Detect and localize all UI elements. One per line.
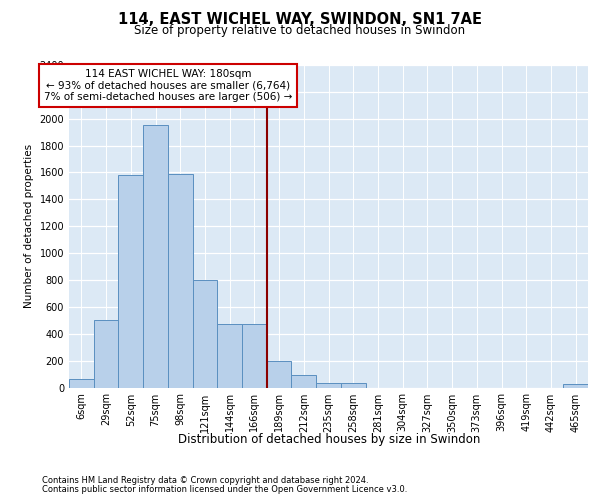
Bar [94, 320, 118, 388]
Bar [316, 383, 341, 388]
Bar [341, 384, 365, 388]
Bar [118, 175, 143, 388]
Bar [143, 126, 168, 388]
Bar [242, 324, 267, 388]
Bar [267, 362, 292, 388]
Bar [292, 376, 316, 388]
Text: 114, EAST WICHEL WAY, SWINDON, SN1 7AE: 114, EAST WICHEL WAY, SWINDON, SN1 7AE [118, 12, 482, 28]
Text: Contains HM Land Registry data © Crown copyright and database right 2024.: Contains HM Land Registry data © Crown c… [42, 476, 368, 485]
Bar [217, 324, 242, 388]
Text: Contains public sector information licensed under the Open Government Licence v3: Contains public sector information licen… [42, 484, 407, 494]
Bar [563, 384, 588, 388]
Text: 114 EAST WICHEL WAY: 180sqm
← 93% of detached houses are smaller (6,764)
7% of s: 114 EAST WICHEL WAY: 180sqm ← 93% of det… [44, 69, 292, 102]
Y-axis label: Number of detached properties: Number of detached properties [24, 144, 34, 308]
Bar [168, 174, 193, 388]
Bar [193, 280, 217, 388]
Bar [69, 380, 94, 388]
Text: Distribution of detached houses by size in Swindon: Distribution of detached houses by size … [178, 432, 480, 446]
Text: Size of property relative to detached houses in Swindon: Size of property relative to detached ho… [134, 24, 466, 37]
